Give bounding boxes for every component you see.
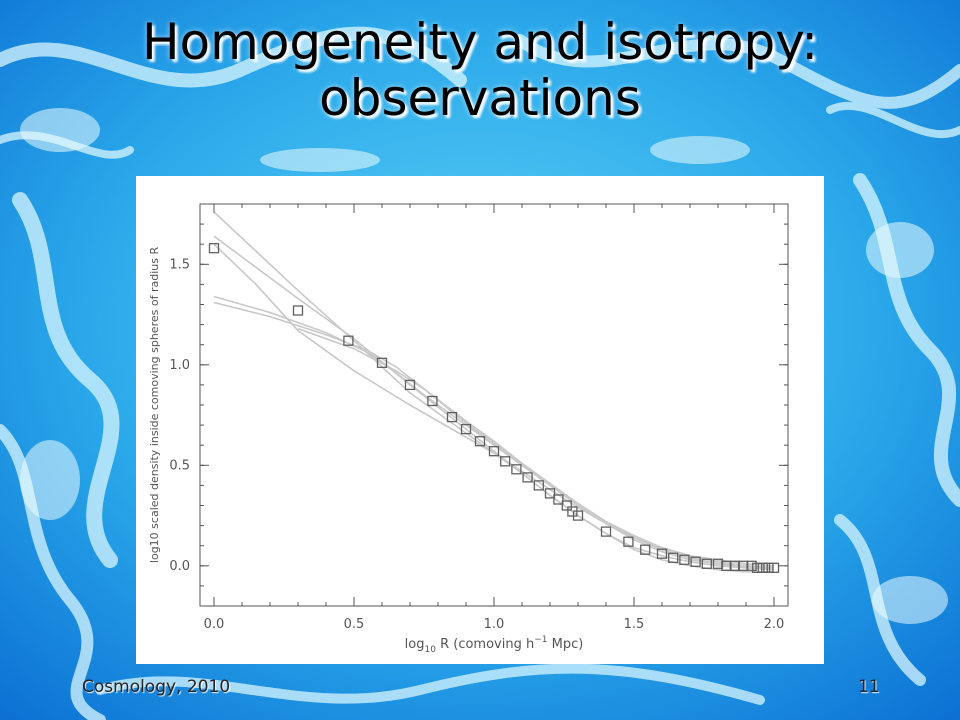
data-markers bbox=[208, 243, 780, 573]
x-axis-ticks: 0.0 0.5 1.0 1.5 2.0 bbox=[204, 204, 785, 632]
data-point bbox=[623, 536, 634, 547]
data-point bbox=[460, 423, 472, 435]
data-point bbox=[533, 480, 544, 491]
data-point bbox=[404, 379, 416, 391]
model-curve-6 bbox=[297, 327, 775, 569]
data-point bbox=[600, 526, 612, 537]
model-curves bbox=[213, 211, 775, 573]
footer-page-number: 11 bbox=[858, 677, 880, 697]
data-point bbox=[376, 357, 388, 368]
data-point bbox=[679, 554, 690, 565]
data-point bbox=[640, 544, 651, 555]
x-tick-label: 2.0 bbox=[764, 617, 785, 632]
y-tick-label: 1.5 bbox=[169, 257, 190, 272]
data-point bbox=[292, 305, 304, 316]
density-chart: 0.0 0.5 1.0 1.5 2.0 0.0 0.5 1.0 1.5 log10 R (co… bbox=[148, 203, 789, 655]
data-point bbox=[474, 436, 486, 447]
data-point bbox=[488, 446, 500, 457]
model-curve-5 bbox=[213, 301, 775, 569]
x-axis-label-log: log bbox=[405, 637, 425, 652]
model-curve-1 bbox=[213, 211, 774, 569]
y-axis-ticks: 0.0 0.5 1.0 1.5 bbox=[169, 223, 788, 587]
plot-frame bbox=[199, 203, 789, 607]
data-point bbox=[701, 558, 712, 569]
model-curve-2 bbox=[213, 235, 774, 573]
x-axis-label: log10 R (comoving h−1 Mpc) bbox=[405, 635, 584, 655]
y-tick-label: 1.0 bbox=[169, 358, 190, 373]
y-tick-label: 0.0 bbox=[169, 559, 190, 574]
x-tick-label: 0.0 bbox=[204, 617, 225, 632]
chart-panel: 0.0 0.5 1.0 1.5 2.0 0.0 0.5 1.0 1.5 log10 R (co… bbox=[136, 176, 824, 664]
data-point bbox=[656, 548, 668, 559]
data-point bbox=[500, 456, 511, 467]
data-point bbox=[208, 243, 220, 254]
data-point bbox=[763, 562, 774, 573]
data-point bbox=[446, 411, 458, 423]
background-highlights bbox=[20, 108, 948, 624]
data-point bbox=[553, 494, 564, 505]
x-tick-label: 1.0 bbox=[484, 617, 505, 632]
data-point bbox=[544, 488, 556, 499]
data-point bbox=[572, 510, 584, 521]
data-point bbox=[511, 464, 522, 475]
data-point bbox=[690, 556, 701, 567]
model-curve-3 bbox=[213, 243, 775, 567]
x-axis-label-mid: R (comoving h bbox=[436, 637, 534, 652]
y-axis-label: log10 scaled density inside comoving sph… bbox=[148, 247, 161, 564]
x-axis-label-sup: −1 bbox=[534, 635, 547, 645]
x-axis-label-tail: Mpc) bbox=[548, 637, 584, 652]
data-point bbox=[561, 500, 572, 511]
slide-title: Homogeneity and isotropy: observations bbox=[0, 14, 960, 126]
model-curve-4 bbox=[213, 295, 775, 571]
data-point bbox=[746, 560, 757, 571]
x-tick-label: 1.5 bbox=[624, 617, 645, 632]
slide-title-line-2: observations bbox=[319, 69, 641, 127]
x-axis-label-sub: 10 bbox=[425, 645, 437, 655]
data-point bbox=[522, 472, 533, 483]
data-point bbox=[668, 552, 679, 563]
data-point bbox=[768, 562, 780, 573]
x-tick-label: 0.5 bbox=[344, 617, 365, 632]
slide-title-line-1: Homogeneity and isotropy: bbox=[141, 13, 819, 71]
data-point bbox=[343, 335, 354, 346]
data-point bbox=[427, 395, 438, 407]
footer-course-label: Cosmology, 2010 bbox=[82, 677, 231, 697]
data-point bbox=[752, 562, 763, 573]
y-tick-label: 0.5 bbox=[169, 458, 190, 473]
data-point bbox=[757, 562, 768, 573]
